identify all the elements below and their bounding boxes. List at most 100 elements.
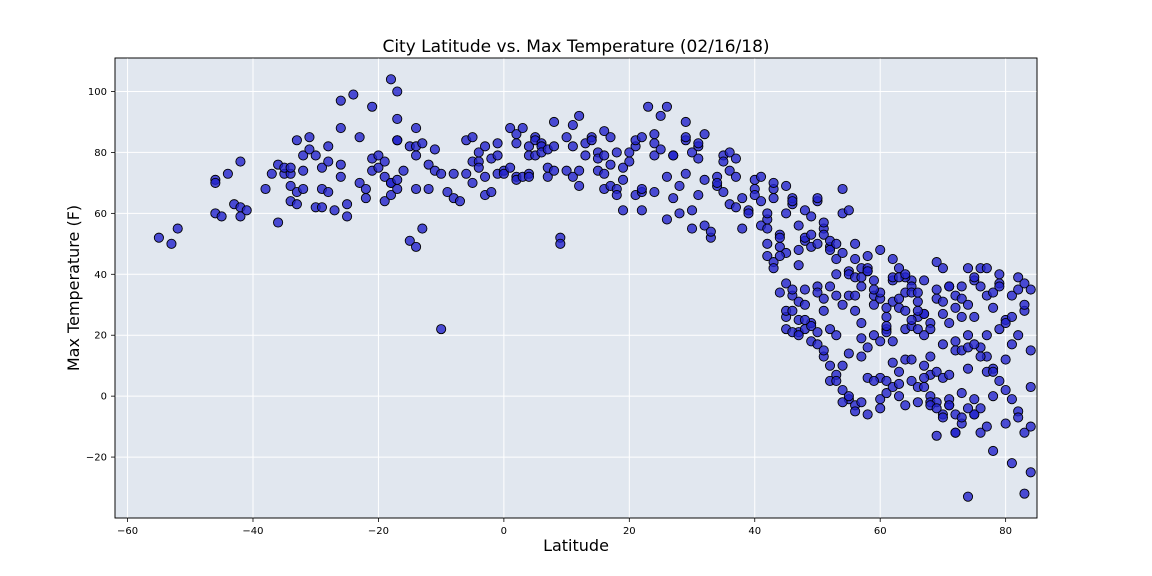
data-point [824,324,836,335]
data-point [335,159,346,170]
data-point [636,205,647,216]
data-point [580,150,591,161]
data-point [850,406,861,417]
data-point [912,305,923,316]
data-point [411,241,422,252]
data-point [812,339,823,350]
data-point [969,394,980,405]
data-point [937,308,948,319]
data-point [988,366,999,377]
data-point [956,293,967,304]
data-point [956,412,967,423]
data-point [316,202,328,213]
data-point [975,403,986,414]
data-point [636,183,647,195]
data-point [1025,467,1036,478]
data-point [574,180,585,191]
data-point [831,238,842,249]
data-point [674,208,685,219]
data-point [617,162,629,173]
y-tick-label: 60 [94,209,107,220]
data-point [686,223,698,234]
data-point [298,183,309,195]
data-point [335,95,346,106]
data-point [241,205,252,216]
data-point [392,113,403,124]
data-point [843,348,854,359]
data-point [988,302,999,313]
data-point [868,330,879,341]
data-point [806,321,817,332]
y-axis-ticks: −20 0 20 40 60 80 100 [86,87,115,464]
data-point [567,141,578,152]
data-point [291,199,302,210]
data-point [781,208,792,219]
data-point [693,153,704,164]
data-point [411,183,422,195]
data-point [699,174,710,185]
data-point [655,110,666,121]
data-point [436,168,447,179]
data-point [1006,290,1017,301]
data-point [329,205,340,216]
data-point [831,375,842,386]
data-point [680,116,691,128]
data-point [480,141,491,152]
x-tick-label: 60 [874,526,887,537]
data-point [956,311,967,322]
data-point [887,254,898,265]
data-point [768,263,779,274]
data-point [919,360,930,371]
data-point [423,159,434,170]
data-point [755,171,767,182]
data-point [749,190,760,201]
data-point [1025,345,1036,356]
data-point [649,150,660,161]
data-point [699,220,710,231]
data-point [373,162,384,173]
data-point [919,330,930,341]
data-point [718,156,729,167]
data-point [762,250,773,262]
x-tick-label: −60 [117,526,138,537]
data-point [1013,272,1024,283]
data-point [235,211,246,222]
data-point [862,250,873,262]
data-point [392,183,403,195]
data-point [555,238,566,249]
data-point [210,177,221,188]
data-point [417,223,428,234]
data-point [335,171,346,182]
data-point [392,86,403,97]
data-point [674,180,685,191]
data-point [988,445,999,457]
data-point [799,299,810,310]
data-point [787,196,798,207]
data-point [994,269,1005,280]
data-point [931,284,942,295]
data-point [831,290,842,301]
data-point [285,162,296,173]
data-point [1025,421,1036,432]
y-tick-label: 100 [88,87,107,98]
data-point [367,101,378,112]
data-point [806,211,817,222]
data-point [831,269,842,280]
x-axis-ticks: −60 −40 −20 0 20 40 60 80 [117,518,1012,537]
data-point [906,354,917,365]
data-point [385,190,397,201]
data-point [668,193,679,204]
data-point [812,327,823,338]
data-point [492,138,503,149]
data-point [837,299,848,310]
data-point [567,171,578,182]
x-tick-label: 0 [501,526,507,537]
data-point [718,186,729,198]
data-point [548,165,560,176]
data-point [881,375,892,386]
data-point [680,132,691,143]
data-point [348,89,359,100]
data-point [793,220,804,231]
data-point [730,171,741,182]
data-point [962,330,974,341]
